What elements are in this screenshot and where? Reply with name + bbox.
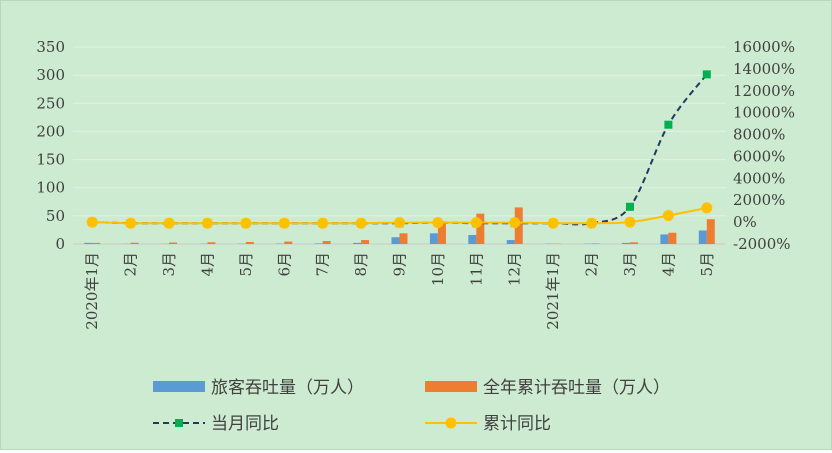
axes: 0 50 100 150 200 250 300 350 -2000% 0% 2000% 4000% 6…: [36, 38, 795, 330]
bar-cumulative: [707, 219, 715, 244]
y2-tick-label: 0%: [733, 213, 757, 231]
y-tick-label: 200: [36, 122, 65, 140]
bar-passenger: [353, 243, 361, 244]
legend-label: 全年累计吞吐量（万人）: [483, 378, 670, 398]
marker-cumulative-yoy: [701, 202, 712, 213]
marker-cumulative-yoy: [202, 218, 213, 229]
bar-cumulative: [169, 243, 177, 244]
bar-cumulative: [131, 243, 139, 244]
marker-cumulative-yoy: [432, 217, 443, 228]
bar-passenger: [392, 237, 400, 244]
bar-cumulative: [668, 233, 676, 244]
marker-cumulative-yoy: [87, 217, 98, 228]
legend-marker: [175, 419, 183, 427]
marker-cumulative-yoy: [663, 210, 674, 221]
x-tick-label: 7月: [314, 252, 332, 277]
bar-cumulative: [284, 242, 292, 244]
marker-cumulative-yoy: [471, 217, 482, 228]
y-tick-label: 300: [36, 66, 65, 84]
bar-cumulative: [361, 240, 369, 244]
bar-passenger: [468, 235, 476, 244]
bar-cumulative: [592, 243, 600, 244]
y-tick-label: 0: [55, 235, 65, 253]
marker-cumulative-yoy: [356, 218, 367, 229]
y-tick-label: 350: [36, 38, 65, 56]
x-tick-label: 5月: [237, 252, 255, 277]
marker-cumulative-yoy: [548, 218, 559, 229]
gridlines: [73, 47, 726, 216]
legend-label: 累计同比: [483, 414, 551, 434]
bar-cumulative: [207, 242, 215, 244]
marker-cumulative-yoy: [586, 218, 597, 229]
legend: 旅客吞吐量（万人） 全年累计吞吐量（万人） 当月同比 累计同比: [153, 378, 670, 434]
y-tick-label: 150: [36, 151, 65, 169]
bar-passenger: [507, 240, 515, 244]
legend-marker: [446, 418, 457, 429]
marker-cumulative-yoy: [164, 218, 175, 229]
legend-swatch: [425, 381, 477, 392]
bar-cumulative: [630, 242, 638, 244]
y-tick-label: 250: [36, 94, 65, 112]
y2-tick-label: 8000%: [733, 126, 785, 144]
line-monthly-yoy: [92, 74, 707, 224]
x-tick-label: 4月: [659, 252, 677, 277]
bar-passenger: [430, 233, 438, 244]
y2-tick-label: 6000%: [733, 147, 785, 165]
marker-cumulative-yoy: [394, 217, 405, 228]
x-tick-label: 2021年1月: [544, 252, 562, 330]
bar-cumulative: [323, 241, 331, 244]
marker-cumulative-yoy: [509, 217, 520, 228]
y-tick-label: 100: [36, 179, 65, 197]
legend-label: 旅客吞吐量（万人）: [211, 378, 364, 398]
y2-tick-label: 14000%: [733, 60, 795, 78]
x-tick-label: 8月: [352, 252, 370, 277]
legend-swatch: [153, 381, 205, 392]
y2-tick-label: 12000%: [733, 82, 795, 100]
bar-passenger: [315, 243, 323, 244]
x-tick-label: 3月: [160, 252, 178, 277]
y2-tick-label: -2000%: [733, 235, 791, 253]
y2-tick-label: 2000%: [733, 191, 785, 209]
x-tick-label: 5月: [698, 252, 716, 277]
bar-cumulative: [400, 233, 408, 244]
x-tick-label: 9月: [391, 252, 409, 277]
x-tick-label: 12月: [506, 252, 524, 286]
y2-tick-label: 16000%: [733, 38, 795, 56]
bar-passenger: [660, 234, 668, 244]
bar-cumulative: [92, 243, 100, 244]
marker-cumulative-yoy: [125, 218, 136, 229]
marker-monthly-yoy: [626, 203, 634, 211]
x-tick-label: 2月: [583, 252, 601, 277]
legend-label: 当月同比: [211, 414, 279, 434]
line-series: [87, 70, 713, 228]
x-tick-label: 3月: [621, 252, 639, 277]
marker-monthly-yoy: [664, 121, 672, 129]
bar-cumulative: [246, 242, 254, 244]
marker-cumulative-yoy: [240, 218, 251, 229]
x-tick-label: 2020年1月: [83, 252, 101, 330]
x-tick-label: 10月: [429, 252, 447, 286]
bar-passenger: [622, 243, 630, 244]
marker-cumulative-yoy: [279, 218, 290, 229]
marker-cumulative-yoy: [624, 217, 635, 228]
x-tick-label: 6月: [275, 252, 293, 277]
y-tick-label: 50: [46, 207, 65, 225]
x-tick-label: 2月: [122, 252, 140, 277]
y2-tick-label: 10000%: [733, 104, 795, 122]
x-tick-label: 11月: [467, 252, 485, 286]
x-tick-label: 4月: [198, 252, 216, 277]
marker-monthly-yoy: [703, 70, 711, 78]
bar-passenger: [84, 243, 92, 244]
bar-passenger: [699, 230, 707, 244]
y2-tick-label: 4000%: [733, 169, 785, 187]
marker-cumulative-yoy: [317, 218, 328, 229]
